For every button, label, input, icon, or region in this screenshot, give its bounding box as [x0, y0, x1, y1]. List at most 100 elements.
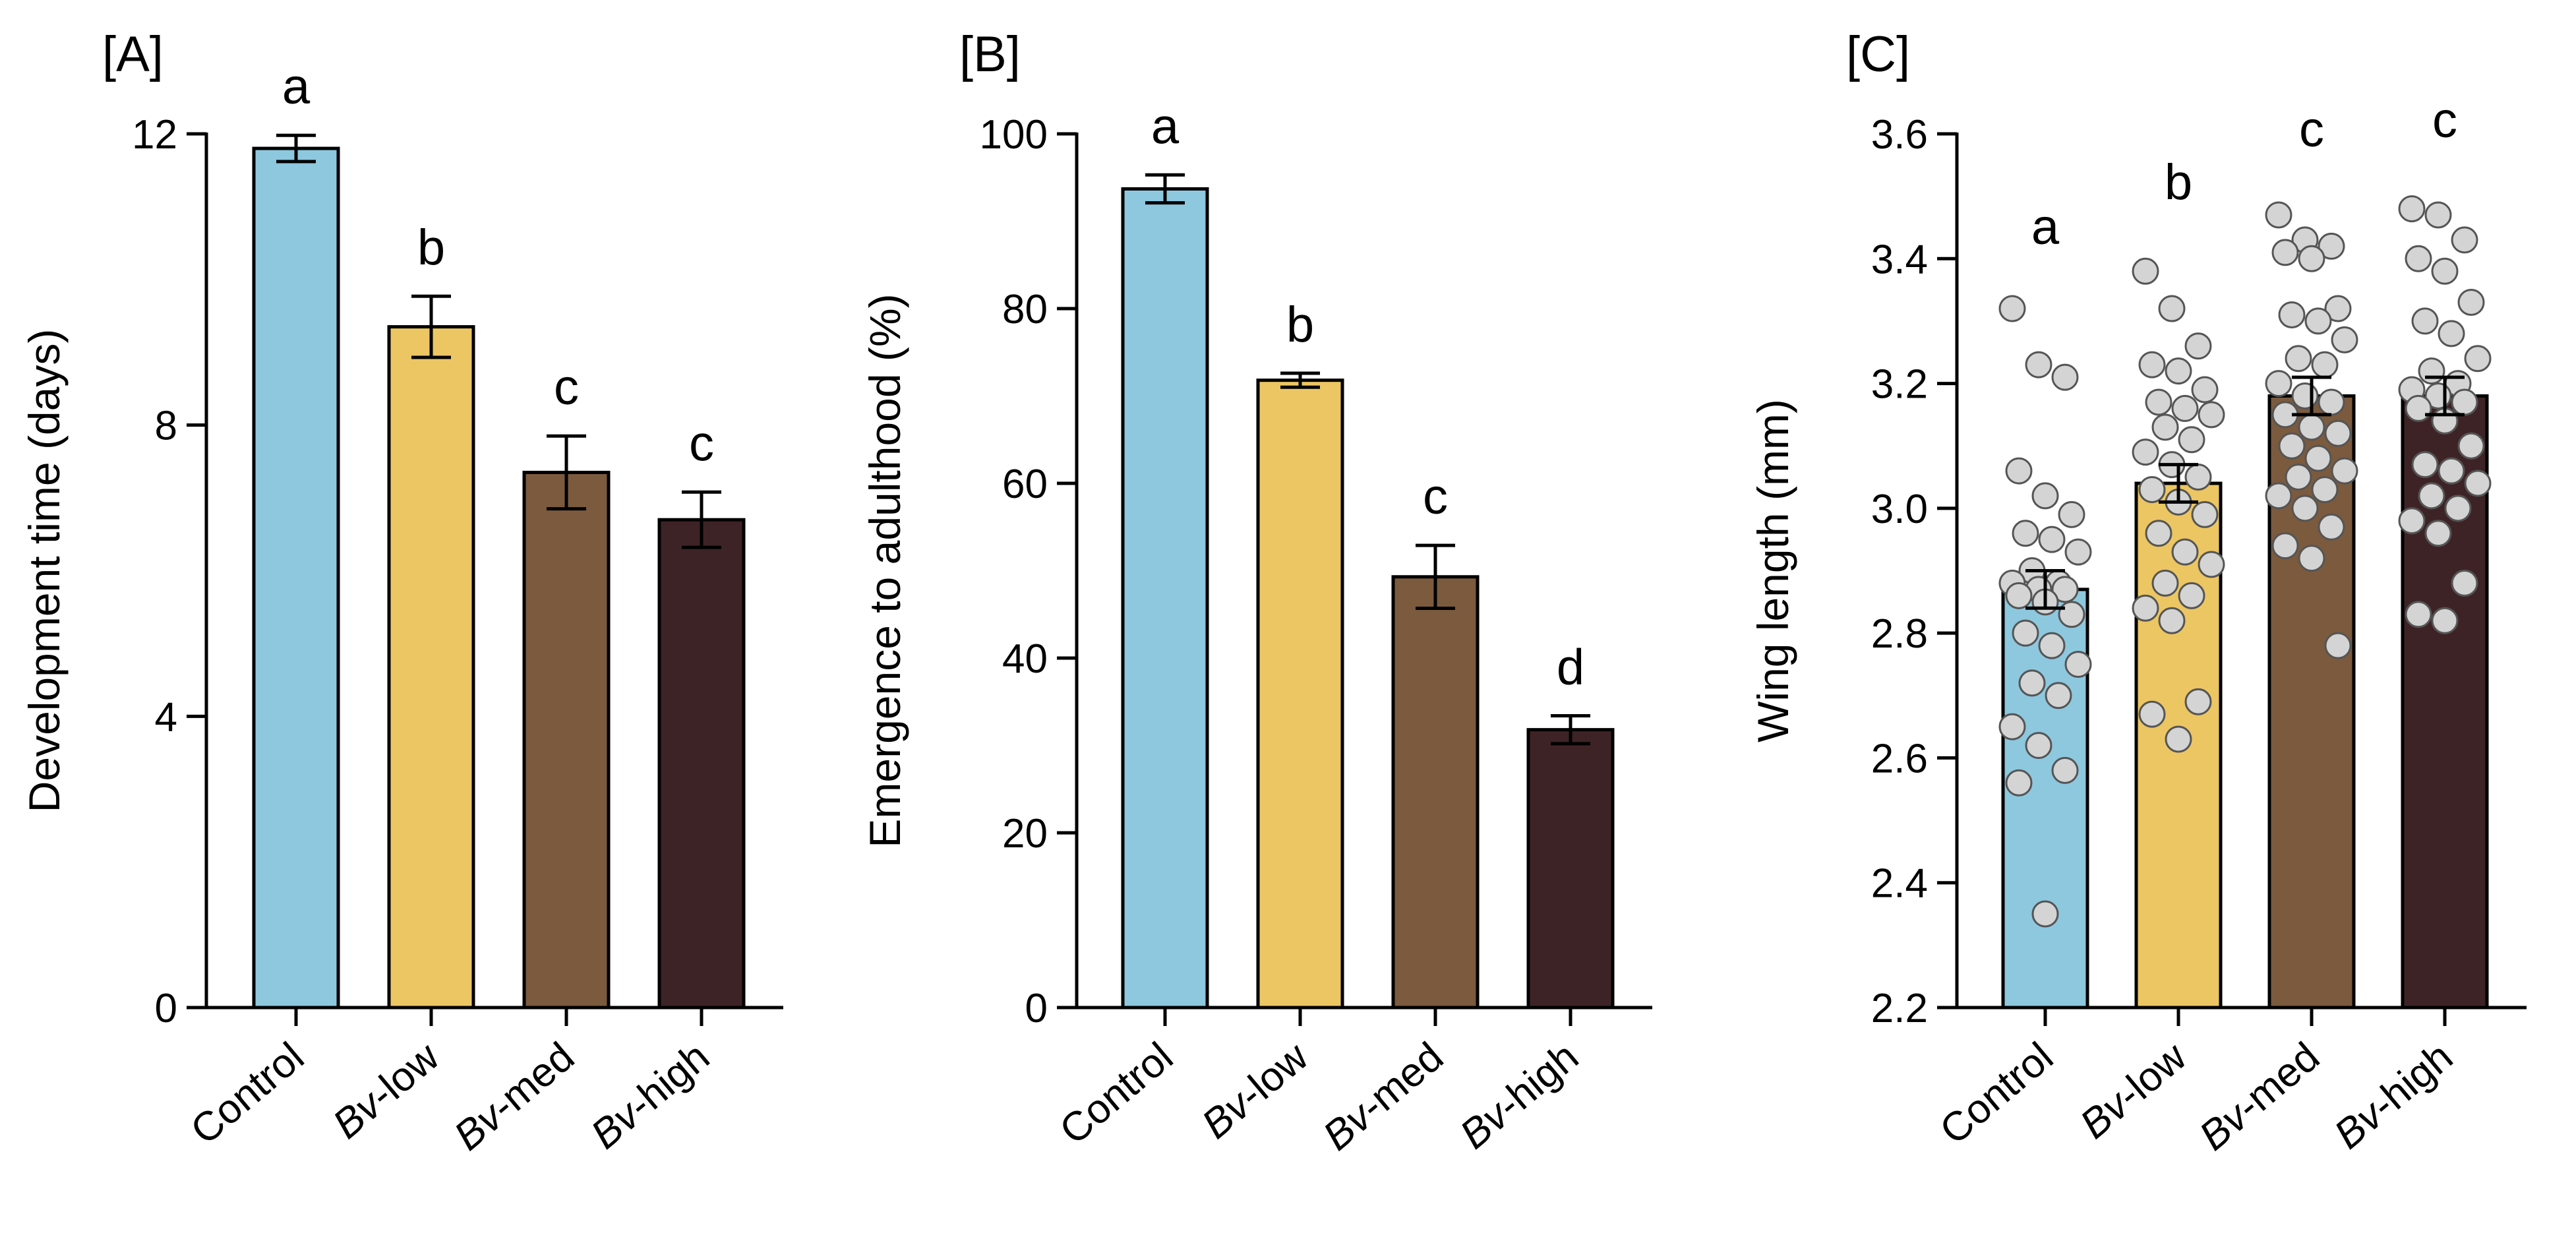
panel-c-point-control-8 [2064, 538, 2092, 566]
panel-a-bar-control [252, 146, 340, 1010]
panel-b-category-label-bv-med: Bv-med [1315, 1034, 1452, 1159]
panel-c-point-bv-med-0 [2265, 201, 2292, 229]
panel-c-point-bv-med-13 [2318, 388, 2345, 416]
panel-c-ytick-label-3.0: 3.0 [1871, 487, 1928, 532]
panel-c-point-bv-high-23 [2424, 520, 2452, 547]
panel-c-point-bv-high-4 [2431, 257, 2459, 285]
panel-a-ytick-label-8: 8 [155, 404, 177, 449]
panel-c-point-control-2 [2051, 363, 2079, 391]
panel-c-point-bv-med-26 [2298, 545, 2325, 572]
panel-c-point-control-0 [1998, 295, 2026, 322]
panel-c-point-control-24 [2051, 756, 2079, 784]
panel-c-point-bv-low-25 [2138, 700, 2166, 728]
panel-c-point-bv-low-8 [2198, 401, 2225, 429]
panel-b-category-label-control: Control [1052, 1034, 1182, 1153]
panel-c-point-control-5 [2058, 500, 2085, 528]
panel-c-point-bv-low-9 [2151, 413, 2179, 441]
panel-a-bar-bv-low [387, 325, 475, 1010]
panel-c-point-bv-high-21 [2444, 495, 2472, 522]
panel-c-point-bv-med-15 [2298, 413, 2325, 441]
panel-a-significance-bv-low: b [417, 220, 445, 276]
panel-c-point-bv-high-22 [2398, 507, 2426, 535]
panel-c-point-bv-low-22 [2132, 594, 2159, 622]
panel-c-point-bv-med-7 [2304, 307, 2332, 335]
panel-a-label: [A] [102, 26, 164, 82]
panel-c-significance-bv-low: b [2165, 154, 2192, 210]
panel-c-point-bv-high-5 [2457, 289, 2485, 317]
panel-c-ytick-label-3.6: 3.6 [1871, 112, 1928, 158]
panel-c-point-control-26 [2031, 900, 2059, 928]
panel-c-point-bv-high-2 [2451, 226, 2478, 254]
panel-c-point-bv-low-14 [2138, 475, 2166, 503]
panel-c-ytick-label-2.6: 2.6 [1871, 736, 1928, 781]
panel-c-point-bv-low-21 [2178, 582, 2205, 609]
panel-b-category-label-bv-high: Bv-high [1452, 1034, 1587, 1158]
panel-c-point-bv-low-10 [2178, 426, 2205, 454]
panel-c-category-label-text: Control [1932, 1034, 2062, 1153]
panel-c-point-bv-low-7 [2171, 394, 2199, 422]
panel-c-point-bv-high-19 [2464, 469, 2492, 497]
panel-c-point-bv-high-18 [2438, 457, 2465, 485]
panel-c-point-bv-med-18 [2304, 444, 2332, 472]
panel-c-point-bv-high-0 [2398, 195, 2426, 223]
panel-c-point-bv-med-8 [2331, 326, 2358, 353]
panel-c-point-bv-med-25 [2271, 532, 2299, 560]
panel-c-point-bv-high-20 [2418, 482, 2445, 510]
panel-c-point-bv-med-9 [2285, 345, 2312, 373]
panel-c-point-bv-med-22 [2265, 482, 2292, 510]
panel-c-point-control-1 [2025, 351, 2052, 378]
panel-c-point-bv-high-8 [2464, 345, 2492, 373]
panel-c-point-bv-med-27 [2324, 632, 2352, 659]
panel-a-ytick-label-0: 0 [155, 986, 177, 1031]
panel-c-point-control-18 [2038, 632, 2066, 659]
panel-c-point-control-4 [2031, 482, 2059, 510]
panel-c-label: [C] [1846, 26, 1910, 82]
panel-a-significance-bv-high: c [689, 415, 714, 471]
panel-a-category-label-text: Control [183, 1034, 313, 1153]
panel-c-point-bv-high-7 [2438, 320, 2465, 348]
panel-c-point-bv-low-20 [2151, 569, 2179, 597]
panel-c-point-control-21 [2045, 682, 2072, 710]
panel-c-point-bv-low-16 [2191, 500, 2219, 528]
panel-c-point-bv-med-17 [2278, 432, 2306, 460]
panel-b-ytick-label-100: 100 [980, 112, 1048, 158]
panel-c-point-bv-med-20 [2285, 464, 2312, 491]
panel-c-significance-control: a [2031, 199, 2060, 255]
panel-c-category-label-bv-med: Bv-med [2191, 1034, 2328, 1159]
panel-c-point-bv-low-0 [2132, 257, 2159, 285]
panel-c-significance-bv-med: c [2299, 102, 2324, 158]
panel-a-ytick-label-12: 12 [132, 112, 177, 158]
panel-c-y-axis-title: Wing length (mm) [1749, 399, 1797, 742]
panel-b-bar-control [1121, 187, 1209, 1010]
panel-b-emergence: [B] a Control b Bv-low c Bv-med d Bv-high 0 20 40 60… [860, 26, 1652, 1159]
panel-a-development-time: [A] a Control b Bv-low c Bv-med c Bv-high 0 4 8 12 De… [20, 26, 783, 1159]
panel-c-point-bv-low-1 [2158, 295, 2186, 322]
panel-a-y-axis-title: Development time (days) [20, 329, 69, 813]
panel-c-point-control-7 [2038, 526, 2066, 553]
panel-a-category-label-bv-low: Bv-low [324, 1034, 448, 1148]
panel-b-ytick-label-20: 20 [1002, 811, 1048, 857]
panel-b-ytick-label-40: 40 [1002, 636, 1048, 682]
panel-b-significance-control: a [1151, 98, 1180, 154]
panel-c-point-bv-high-17 [2411, 451, 2439, 479]
panel-c-point-bv-med-19 [2331, 457, 2358, 485]
panel-c-category-label-bv-low: Bv-low [2072, 1034, 2195, 1148]
panel-c-point-bv-low-13 [2184, 464, 2212, 491]
panel-c-point-control-13 [2051, 576, 2079, 603]
panel-c-point-bv-med-2 [2318, 232, 2345, 260]
panel-b-significance-bv-low: b [1286, 297, 1314, 353]
panel-c-ytick-label-2.8: 2.8 [1871, 611, 1928, 657]
panel-c-point-bv-high-25 [2405, 601, 2432, 628]
panel-c-point-bv-med-10 [2311, 351, 2339, 378]
panel-c-point-bv-high-1 [2424, 201, 2452, 229]
panel-c-point-bv-high-6 [2411, 307, 2439, 335]
panel-c-point-bv-low-11 [2132, 438, 2159, 466]
panel-b-ytick-label-60: 60 [1002, 462, 1048, 507]
panel-b-category-label-bv-low: Bv-low [1193, 1034, 1317, 1148]
panel-c-point-bv-low-24 [2184, 688, 2212, 715]
panel-c-point-bv-low-5 [2191, 376, 2219, 404]
panel-c-ytick-label-2.2: 2.2 [1871, 986, 1928, 1031]
panel-c-point-control-17 [2012, 619, 2039, 647]
panel-c-point-bv-high-24 [2451, 569, 2478, 597]
